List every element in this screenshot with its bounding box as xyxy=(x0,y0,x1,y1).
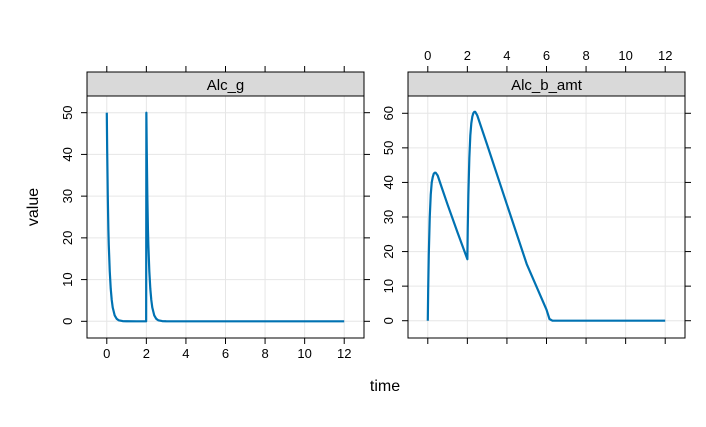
panel-2-x-tick-label: 2 xyxy=(464,48,471,63)
panel-1-y-tick-label: 30 xyxy=(60,189,75,203)
panel-1-x-tick-label: 10 xyxy=(297,346,311,361)
panel-2-x-tick-label: 12 xyxy=(658,48,672,63)
panel-2-x-tick-label: 0 xyxy=(424,48,431,63)
panel-2-y-tick-label: 0 xyxy=(381,317,396,324)
panel-1-strip-title: Alc_g xyxy=(207,77,245,94)
y-axis-title: value xyxy=(25,188,42,226)
panel-2-x-tick-label: 6 xyxy=(543,48,550,63)
panel-1-x-tick-label: 2 xyxy=(143,346,150,361)
panel-1-y-tick-label: 20 xyxy=(60,231,75,245)
panel-1-x-tick-label: 8 xyxy=(261,346,268,361)
panel-1-y-tick-label: 10 xyxy=(60,272,75,286)
panel-2-strip xyxy=(407,71,686,97)
panel-2-y-tick-label: 10 xyxy=(381,279,396,293)
panel-2-y-tick-label: 30 xyxy=(381,210,396,224)
panel-1-x-tick-label: 4 xyxy=(182,346,189,361)
panel-2-y-tick-label: 60 xyxy=(381,106,396,120)
panel-2-y-tick-label: 50 xyxy=(381,141,396,155)
panel-1-y-tick-label: 50 xyxy=(60,105,75,119)
panel-1-x-tick-label: 12 xyxy=(337,346,351,361)
panel-2-x-tick-label: 8 xyxy=(582,48,589,63)
panel-1-y-tick-label: 40 xyxy=(60,147,75,161)
panel-2-y-tick-label: 20 xyxy=(381,244,396,258)
panel-1-series-line-1 xyxy=(105,111,345,323)
panel-2-x-tick-label: 4 xyxy=(503,48,510,63)
panel-1-y-tick-label: 0 xyxy=(60,318,75,325)
panel-2-strip-title: Alc_b_amt xyxy=(511,77,583,94)
x-axis-title: time xyxy=(370,378,400,395)
panel-2-x-tick-label: 10 xyxy=(618,48,632,63)
panel-1-x-tick-label: 0 xyxy=(103,346,110,361)
panel-2-y-tick-label: 40 xyxy=(381,175,396,189)
panel-1-x-tick-label: 6 xyxy=(222,346,229,361)
panel-1-strip xyxy=(86,71,365,97)
panel-2-series-line-1 xyxy=(426,110,666,322)
